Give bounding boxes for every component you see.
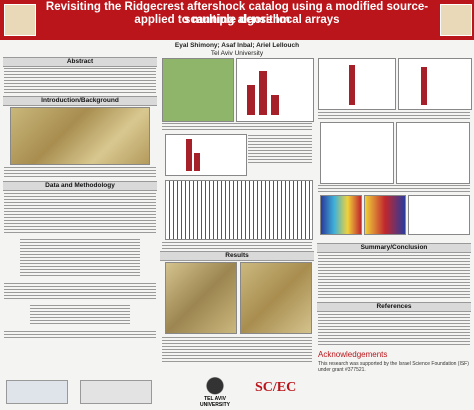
figure-map: [10, 107, 150, 165]
section-heading: Acknowledgements: [318, 350, 388, 359]
title-line: applied to multiple dense local arrays: [134, 14, 340, 26]
figure-histogram: [398, 58, 472, 110]
section-heading: Results: [160, 251, 314, 261]
figure-map: [162, 58, 234, 122]
caption: [318, 111, 470, 119]
figure-panel: [364, 195, 406, 235]
figure-seismograms: [165, 180, 313, 240]
figure-histogram: [318, 58, 396, 110]
figure-panel: [320, 195, 362, 235]
section-heading: Abstract: [3, 57, 157, 67]
body-text: [4, 330, 156, 338]
figure-map: [165, 262, 237, 334]
section-heading: Introduction/Background: [3, 96, 157, 106]
body-text: [318, 313, 470, 346]
section-heading: Summary/Conclusion: [317, 243, 471, 253]
body-text: [4, 282, 156, 300]
figure-histogram: [165, 134, 247, 176]
body-text: [4, 67, 156, 94]
bar: [259, 71, 267, 115]
bar: [271, 95, 279, 115]
body-text: [318, 254, 470, 299]
caption: [162, 122, 312, 131]
caption: [4, 166, 156, 178]
tau-logo: TEL AVIV UNIVERSITY: [190, 376, 240, 408]
section-heading: Data and Methodology: [3, 181, 157, 191]
caption: [318, 184, 470, 192]
equations: [30, 304, 130, 326]
figure-scatter: [408, 195, 470, 235]
figure-map: [240, 262, 312, 334]
affiliation: Tel Aviv University: [210, 50, 264, 57]
logo: [80, 380, 152, 404]
acknowledgement-text: This research was supported by the Israe…: [318, 361, 469, 373]
caption: [248, 134, 312, 164]
bar: [421, 67, 427, 105]
figure-histogram: [236, 58, 314, 122]
logo: [6, 380, 68, 404]
title-line: Revisiting the Ridgecrest aftershock cat…: [45, 1, 429, 26]
bar: [186, 139, 192, 171]
authors: Eyal Shimony; Asaf Inbal; Ariel Lellouch: [174, 42, 300, 49]
bar: [247, 85, 255, 115]
caption: [162, 336, 312, 363]
logo-left: [4, 4, 36, 36]
figure-scatter: [396, 122, 470, 184]
body-text: [4, 192, 156, 234]
bar: [194, 153, 200, 171]
scec-logo: SC/EC: [255, 380, 297, 395]
equations: [20, 238, 140, 278]
header-banner: [0, 0, 474, 40]
section-heading: References: [317, 302, 471, 312]
bar: [349, 65, 355, 105]
figure-scatter: [320, 122, 394, 184]
logo-right: [440, 4, 472, 36]
caption: [162, 241, 312, 249]
